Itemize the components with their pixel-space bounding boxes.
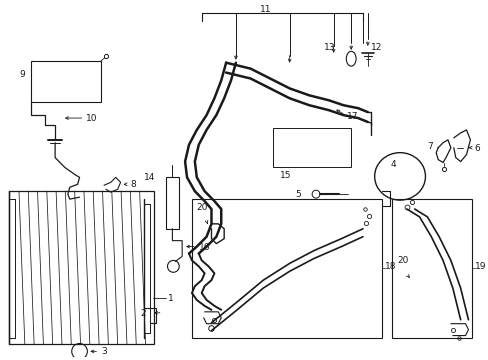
Text: 6: 6	[473, 144, 479, 153]
Text: 18: 18	[385, 262, 396, 271]
Text: 8: 8	[130, 180, 136, 189]
Text: 10: 10	[86, 114, 98, 123]
Bar	[391, 199, 471, 338]
Text: 9: 9	[19, 70, 25, 79]
Bar	[272, 128, 350, 167]
Text: 12: 12	[370, 43, 381, 52]
Text: 14: 14	[144, 174, 156, 183]
Text: 4: 4	[389, 159, 395, 168]
Text: 17: 17	[346, 112, 358, 121]
Bar	[9, 191, 154, 345]
Bar	[191, 199, 382, 338]
Text: 11: 11	[259, 5, 270, 14]
Text: 19: 19	[474, 262, 486, 271]
Bar	[165, 177, 179, 229]
Bar	[31, 61, 101, 102]
Text: 2: 2	[140, 309, 146, 318]
Text: 3: 3	[101, 347, 106, 356]
Text: 13: 13	[324, 43, 335, 52]
Text: 1: 1	[167, 294, 173, 303]
Text: 20: 20	[196, 203, 208, 212]
Text: 15: 15	[279, 171, 291, 180]
Text: 20: 20	[396, 256, 407, 265]
Text: 16: 16	[198, 243, 210, 252]
Text: 7: 7	[427, 142, 432, 151]
Text: 5: 5	[295, 190, 301, 199]
